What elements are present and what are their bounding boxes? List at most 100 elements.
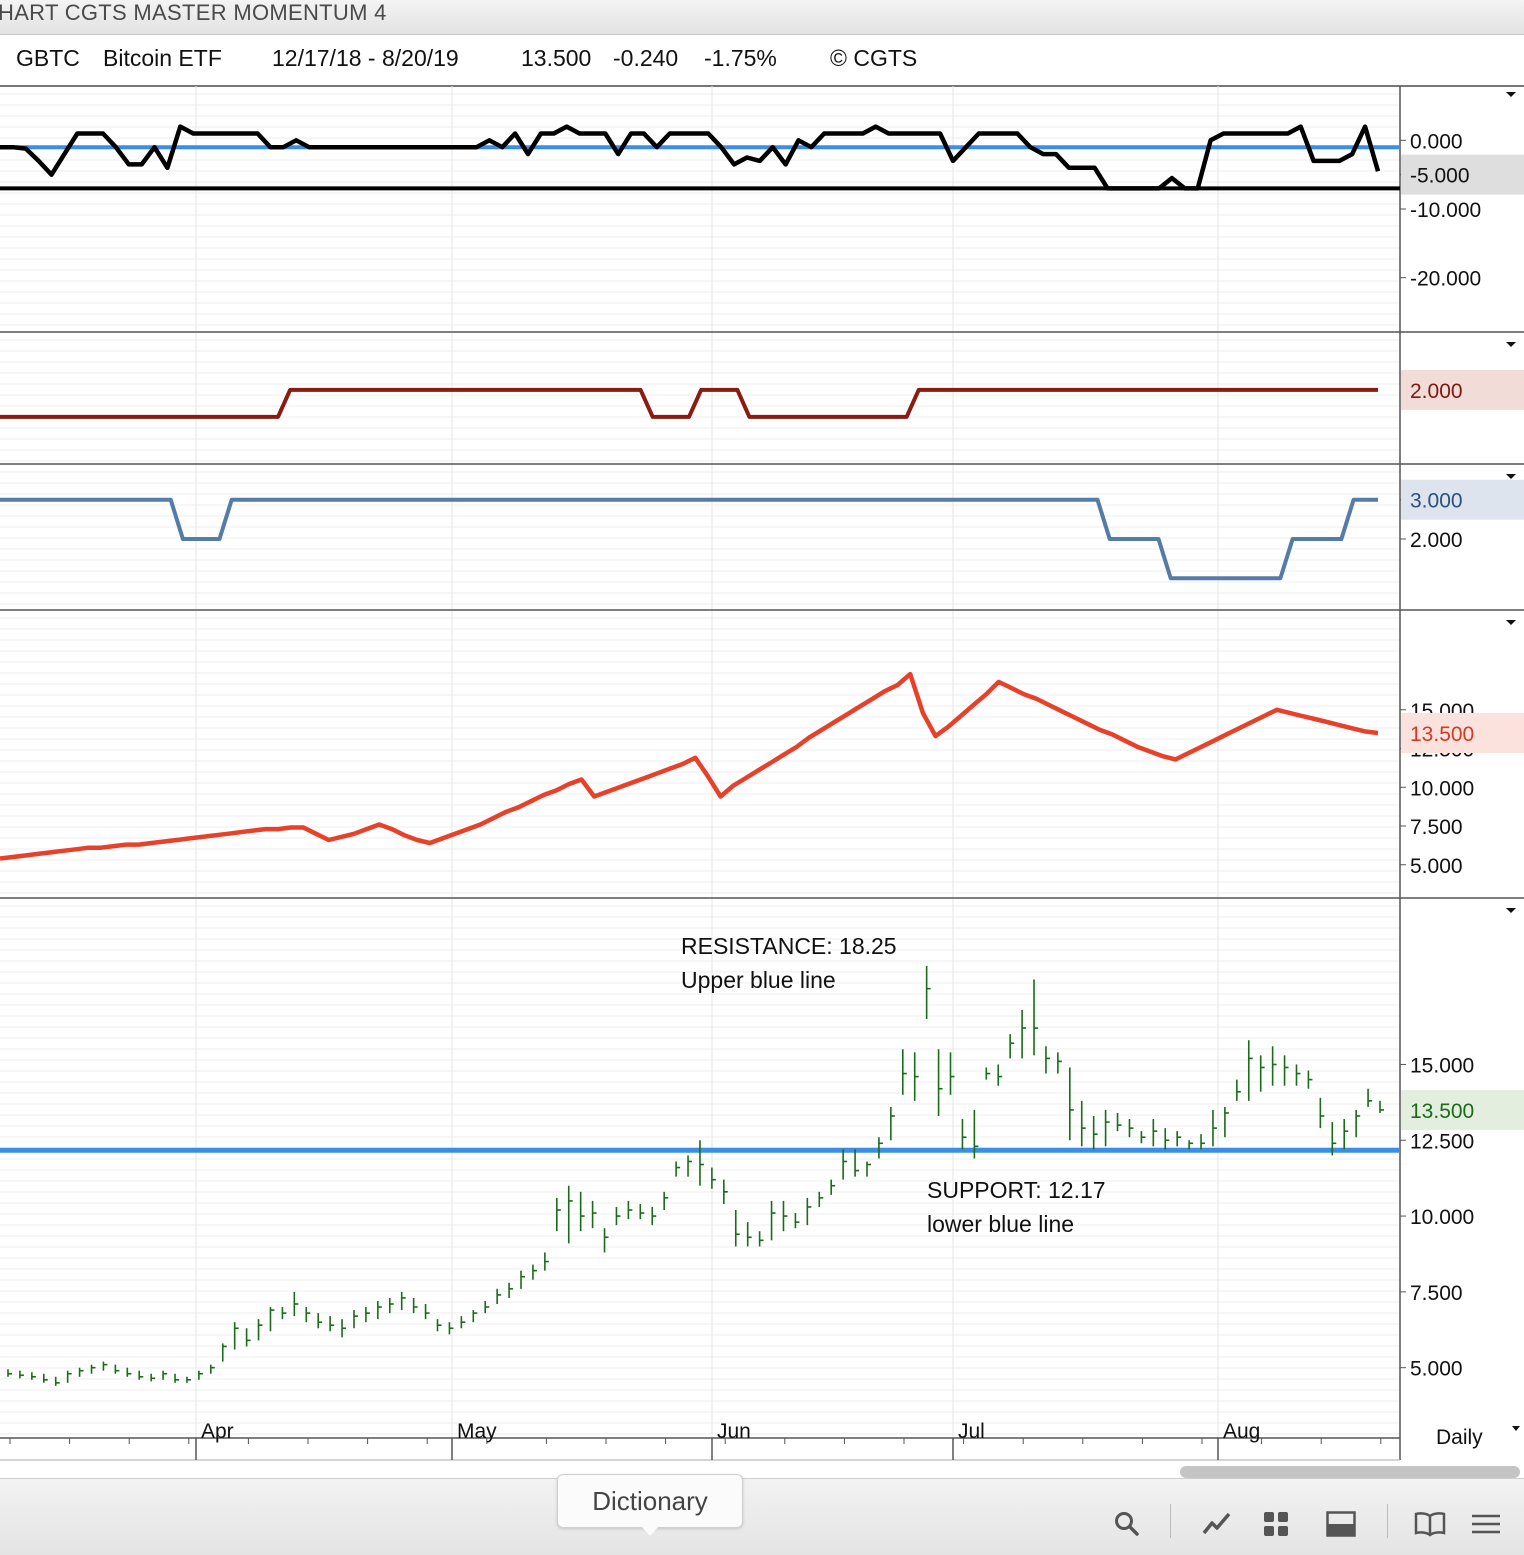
last-value-badge: [1401, 369, 1524, 410]
period-selector[interactable]: Daily: [1436, 1426, 1483, 1450]
resistance-annotation-note: Upper blue line: [681, 967, 836, 993]
price-bar: [1188, 1140, 1194, 1150]
panel-menu-icon: [1506, 620, 1516, 625]
price-bar: [66, 1370, 72, 1383]
copyright-label: © CGTS: [830, 45, 918, 71]
panel-menu-icon: [1506, 92, 1516, 97]
price-bar: [699, 1140, 704, 1186]
price-bar: [1164, 1128, 1170, 1150]
price-bar: [377, 1300, 382, 1320]
y-tick-label: -20.000: [1410, 268, 1481, 291]
price-bar: [651, 1206, 657, 1226]
last-value-label: 13.500: [1410, 1100, 1474, 1123]
price-bar: [723, 1179, 728, 1204]
price-bar: [913, 1052, 919, 1101]
book-icon[interactable]: [1410, 1504, 1450, 1544]
price-bar: [520, 1270, 526, 1289]
price-bar: [1236, 1079, 1241, 1101]
last-value-label: 2.000: [1410, 380, 1463, 403]
price-bar: [1379, 1100, 1384, 1113]
x-tick-label: May: [457, 1420, 497, 1443]
price-bar: [1152, 1119, 1158, 1147]
price-bar: [830, 1179, 836, 1195]
x-tick-label: Aug: [1223, 1420, 1260, 1443]
dictionary-tab[interactable]: Dictionary: [557, 1474, 743, 1536]
price-bar: [1367, 1088, 1373, 1107]
price-bar: [794, 1213, 800, 1229]
price-bar: [329, 1316, 335, 1332]
price-bar: [400, 1291, 406, 1311]
support-annotation: SUPPORT: 12.17: [927, 1177, 1106, 1203]
price-bar: [842, 1149, 848, 1180]
price-bar: [1033, 979, 1039, 1056]
price-bar: [269, 1307, 275, 1332]
panel-menu-icon: [1506, 342, 1516, 347]
period-dropdown-icon[interactable]: [1512, 1426, 1520, 1431]
list-icon[interactable]: [1466, 1504, 1506, 1544]
price-bar: [42, 1373, 48, 1383]
price-bar: [1045, 1046, 1050, 1074]
line-chart-icon[interactable]: [1197, 1504, 1237, 1544]
grid-icon[interactable]: [1256, 1504, 1296, 1544]
price-bar: [890, 1106, 895, 1141]
price-bar: [7, 1369, 12, 1377]
y-tick-label: 15.000: [1410, 1054, 1474, 1077]
search-icon[interactable]: [1107, 1504, 1147, 1544]
price-bar: [603, 1228, 609, 1253]
price-bar: [1247, 1040, 1253, 1101]
last-price: 13.500: [521, 45, 592, 71]
price-bar: [424, 1304, 430, 1320]
price-bar: [1176, 1131, 1182, 1147]
price-bar: [806, 1197, 812, 1226]
price-bar: [317, 1313, 323, 1329]
series-line: [0, 497, 1378, 581]
price-bar: [1021, 1009, 1027, 1059]
price-bar: [90, 1364, 96, 1374]
price-bar: [281, 1307, 287, 1320]
price-bar: [1212, 1109, 1217, 1147]
price-bar: [555, 1197, 561, 1232]
price-bar: [937, 1049, 943, 1116]
price-bar: [508, 1282, 514, 1298]
y-tick-label: 5.000: [1410, 855, 1463, 878]
price-bar: [1069, 1067, 1074, 1141]
price-bar: [472, 1310, 478, 1323]
price-bar: [1355, 1109, 1361, 1138]
chart-header: GBTC Bitcoin ETF 12/17/18 - 8/20/19 13.5…: [0, 35, 1524, 87]
y-tick-label: 5.000: [1410, 1358, 1463, 1381]
chart-area[interactable]: 0.000 -5.000 -10.000 -20.000 3.000 2.000 15.00…: [0, 86, 1524, 1466]
price-bar: [663, 1191, 669, 1210]
price-bar: [174, 1373, 180, 1383]
price-bar: [615, 1206, 621, 1226]
panel-icon[interactable]: [1321, 1504, 1361, 1544]
price-bar: [687, 1155, 693, 1177]
price-bar: [233, 1322, 239, 1350]
x-tick-label: Jul: [958, 1420, 985, 1443]
price-bar: [162, 1370, 168, 1380]
last-value-label: 3.000: [1410, 490, 1463, 513]
price-bar: [293, 1291, 299, 1317]
price-bar: [198, 1370, 203, 1380]
dictionary-label: Dictionary: [592, 1486, 708, 1516]
window-titlebar: HART CGTS MASTER MOMENTUM 4: [0, 0, 1524, 35]
horizontal-scrollbar[interactable]: [1180, 1466, 1520, 1478]
price-bar: [448, 1322, 454, 1335]
window-title: HART CGTS MASTER MOMENTUM 4: [0, 0, 387, 25]
price-bar: [126, 1367, 132, 1377]
price-bar: [961, 1119, 967, 1150]
price-bar: [1224, 1106, 1229, 1138]
price-bar: [734, 1210, 740, 1247]
price-bar: [19, 1370, 24, 1379]
price-bar: [639, 1203, 645, 1220]
toolbar-separator: [1387, 1504, 1388, 1538]
price-bar: [496, 1288, 502, 1304]
series-line: [0, 387, 1378, 419]
support-annotation-note: lower blue line: [927, 1211, 1074, 1237]
price-bar: [544, 1252, 549, 1271]
panel-menu-icon: [1506, 908, 1516, 913]
y-tick-label: 10.000: [1410, 777, 1474, 800]
price-bar: [1080, 1100, 1086, 1147]
last-value-badge: [1401, 1089, 1524, 1130]
price-bar: [854, 1149, 860, 1177]
price-bar: [782, 1200, 788, 1232]
